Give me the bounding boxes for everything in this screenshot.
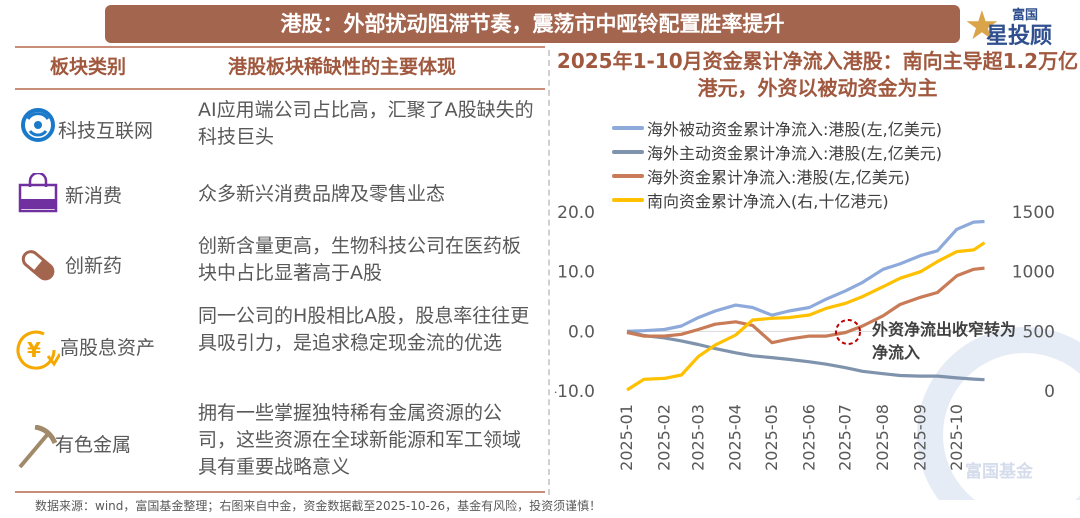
- pill-icon: [21, 250, 55, 281]
- table-top-rule: [15, 46, 545, 48]
- category-description: 同一公司的H股相比A股，股息率往往更具吸引力，是追求稳定现金流的优选: [198, 305, 530, 354]
- table-header-description: 港股板块稀缺性的主要体现: [228, 56, 457, 78]
- footer-source: 数据来源：wind，富国基金整理；右图来自中金，资金数据截至2025-10-26…: [35, 499, 602, 513]
- category-description: 拥有一些掌握独特稀有金属资源的公司，这些资源在全球新能源和军工领域具有重要战略意…: [198, 402, 522, 478]
- legend-item: 海外主动资金累计净流入:港股(左,亿美元): [612, 140, 942, 164]
- y-left-tick-label: 0.0: [568, 322, 595, 342]
- category-label: 创新药: [65, 255, 123, 277]
- line-chart: 富国基金 -10.0 0.0 10.0 20.0 0 500 1000 1500 2025-01 2…: [555, 205, 1080, 500]
- yen-cycle-icon: ¥: [16, 330, 60, 370]
- star-icon: ★: [964, 3, 1000, 49]
- watermark-ring: [917, 327, 1080, 500]
- category-description: 创新含量更高，生物科技公司在医药板块中占比显著高于A股: [198, 235, 522, 284]
- page-title: 港股：外部扰动阻滞节奏，震荡市中哑铃配置胜率提升: [105, 5, 960, 43]
- table-bottom-rule: [15, 491, 545, 493]
- svg-text:¥: ¥: [27, 338, 41, 362]
- pickaxe-icon: [18, 425, 57, 469]
- y-left-tick-label: 20.0: [557, 205, 595, 223]
- y-left-tick-label: 10.0: [557, 263, 595, 283]
- legend-item: 海外资金累计净流入:港股(左,亿美元): [612, 164, 910, 188]
- brand-logo: ★ 富国 星投顾: [964, 3, 1053, 49]
- globe-network-icon: [21, 108, 55, 142]
- y-right-tick-label: 0: [1044, 382, 1055, 402]
- x-tick-label: 2025-06: [799, 404, 818, 471]
- x-tick-label: 2025-10: [947, 404, 966, 471]
- x-tick-label: 2025-01: [617, 404, 636, 471]
- y-right-tick-label: 1500: [1012, 205, 1055, 223]
- x-tick-label: 2025-04: [726, 404, 745, 471]
- chart-annotation: 外资净流出收窄转为净流入: [872, 320, 1017, 362]
- watermark-text: 富国基金: [965, 461, 1034, 482]
- x-tick-label: 2025-02: [654, 404, 673, 471]
- y-left-tick-label: -10.0: [555, 382, 595, 402]
- category-label: 新消费: [65, 185, 123, 207]
- series-line-4: [626, 241, 986, 392]
- x-tick-label: 2025-09: [911, 404, 930, 471]
- category-label: 高股息资产: [60, 337, 156, 359]
- series-line-3: [626, 266, 985, 345]
- x-tick-label: 2025-05: [762, 404, 781, 471]
- table-header-rule: [15, 88, 545, 90]
- series-line-1: [626, 219, 985, 333]
- shopping-bag-icon: [18, 173, 58, 213]
- category-description: AI应用端公司占比高，汇聚了A股缺失的科技巨头: [198, 99, 534, 148]
- y-right-tick-label: 500: [1023, 322, 1055, 342]
- y-right-tick-label: 1000: [1012, 263, 1055, 283]
- x-tick-label: 2025-07: [836, 404, 855, 471]
- x-tick-label: 2025-03: [688, 404, 707, 471]
- panel-divider: [548, 50, 550, 495]
- chart-title: 2025年1-10月资金累计净流入港股：南向主导超1.2万亿港元，外资以被动资金…: [556, 49, 1079, 100]
- category-label: 科技互联网: [58, 120, 154, 142]
- legend-item: 南向资金累计净流入(右,十亿港元): [612, 188, 889, 212]
- table-header-category: 板块类别: [50, 56, 127, 78]
- series-line-2: [626, 329, 985, 382]
- category-label: 有色金属: [55, 434, 132, 456]
- legend-item: 海外被动资金累计净流入:港股(左,亿美元): [612, 116, 942, 140]
- annotation-circle: [835, 319, 861, 345]
- x-tick-label: 2025-08: [873, 404, 892, 471]
- category-description: 众多新兴消费品牌及零售业态: [198, 183, 446, 205]
